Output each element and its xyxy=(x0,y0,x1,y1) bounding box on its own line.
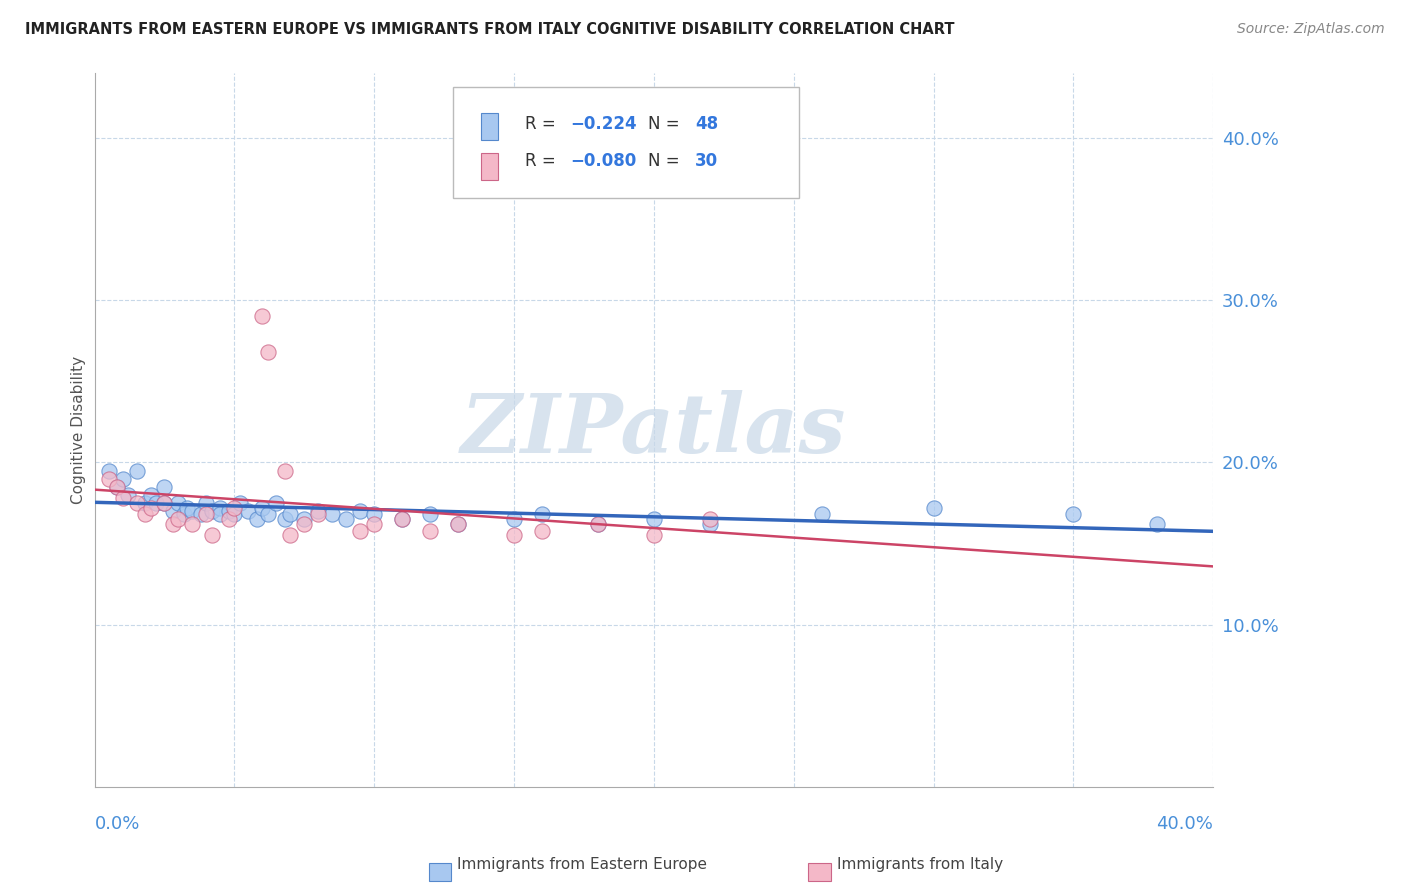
Point xyxy=(117,488,139,502)
Point xyxy=(105,480,128,494)
Point xyxy=(209,500,232,515)
Text: R =: R = xyxy=(526,152,561,169)
Point xyxy=(252,310,274,324)
Point xyxy=(238,504,260,518)
Text: −0.224: −0.224 xyxy=(569,115,637,134)
Point xyxy=(1062,508,1084,522)
Text: Source: ZipAtlas.com: Source: ZipAtlas.com xyxy=(1237,22,1385,37)
Point xyxy=(125,463,148,477)
Point xyxy=(335,512,357,526)
Point xyxy=(134,496,156,510)
Point xyxy=(195,496,218,510)
Point xyxy=(201,504,224,518)
Text: 30: 30 xyxy=(696,152,718,169)
Point xyxy=(643,528,665,542)
Point xyxy=(321,508,343,522)
Point xyxy=(224,508,246,522)
Point xyxy=(531,524,554,538)
Text: N =: N = xyxy=(648,152,685,169)
Point xyxy=(111,472,134,486)
Point xyxy=(274,463,297,477)
Point xyxy=(922,500,945,515)
Point xyxy=(252,500,274,515)
Point xyxy=(176,500,198,515)
Point xyxy=(280,528,302,542)
Point xyxy=(201,528,224,542)
Point xyxy=(349,504,371,518)
Point xyxy=(153,496,176,510)
Point xyxy=(307,508,329,522)
Point xyxy=(229,496,252,510)
Point xyxy=(246,512,269,526)
Point xyxy=(134,508,156,522)
Point xyxy=(139,488,162,502)
Point xyxy=(224,500,246,515)
Point xyxy=(153,496,176,510)
Point xyxy=(307,504,329,518)
Point xyxy=(419,508,441,522)
Text: Immigrants from Italy: Immigrants from Italy xyxy=(837,857,1002,872)
Point xyxy=(503,512,526,526)
Text: Immigrants from Eastern Europe: Immigrants from Eastern Europe xyxy=(457,857,707,872)
Point xyxy=(167,512,190,526)
Point xyxy=(274,512,297,526)
Point xyxy=(97,463,120,477)
Point xyxy=(292,512,315,526)
Point xyxy=(266,496,288,510)
Point xyxy=(699,517,721,532)
Point xyxy=(810,508,832,522)
FancyBboxPatch shape xyxy=(481,153,498,180)
Point xyxy=(162,504,184,518)
Point xyxy=(447,517,470,532)
Text: R =: R = xyxy=(526,115,561,134)
FancyBboxPatch shape xyxy=(481,113,498,140)
Point xyxy=(363,508,385,522)
Point xyxy=(190,508,212,522)
Text: 40.0%: 40.0% xyxy=(1157,815,1213,833)
Point xyxy=(280,508,302,522)
Point xyxy=(643,512,665,526)
Point xyxy=(218,504,240,518)
Point xyxy=(419,524,441,538)
Point xyxy=(447,517,470,532)
Point xyxy=(105,480,128,494)
Point xyxy=(97,472,120,486)
Point xyxy=(139,500,162,515)
Point xyxy=(391,512,413,526)
Point xyxy=(363,517,385,532)
Point xyxy=(145,496,167,510)
Point xyxy=(195,508,218,522)
Point xyxy=(111,491,134,505)
Point xyxy=(257,508,280,522)
Point xyxy=(586,517,609,532)
Text: ZIPatlas: ZIPatlas xyxy=(461,390,846,470)
Text: 0.0%: 0.0% xyxy=(94,815,141,833)
Text: IMMIGRANTS FROM EASTERN EUROPE VS IMMIGRANTS FROM ITALY COGNITIVE DISABILITY COR: IMMIGRANTS FROM EASTERN EUROPE VS IMMIGR… xyxy=(25,22,955,37)
Point xyxy=(292,517,315,532)
Point xyxy=(181,517,204,532)
Point xyxy=(531,508,554,522)
FancyBboxPatch shape xyxy=(453,87,800,198)
Text: 48: 48 xyxy=(696,115,718,134)
Text: −0.080: −0.080 xyxy=(569,152,637,169)
Point xyxy=(125,496,148,510)
Point xyxy=(391,512,413,526)
Point xyxy=(257,345,280,359)
Point xyxy=(181,504,204,518)
Text: N =: N = xyxy=(648,115,685,134)
Point xyxy=(503,528,526,542)
Point xyxy=(699,512,721,526)
Point xyxy=(209,508,232,522)
Point xyxy=(153,480,176,494)
Point xyxy=(349,524,371,538)
Point xyxy=(162,517,184,532)
Point xyxy=(218,512,240,526)
Point xyxy=(173,508,195,522)
Point xyxy=(1146,517,1168,532)
Point xyxy=(167,496,190,510)
Point xyxy=(586,517,609,532)
Y-axis label: Cognitive Disability: Cognitive Disability xyxy=(72,356,86,504)
